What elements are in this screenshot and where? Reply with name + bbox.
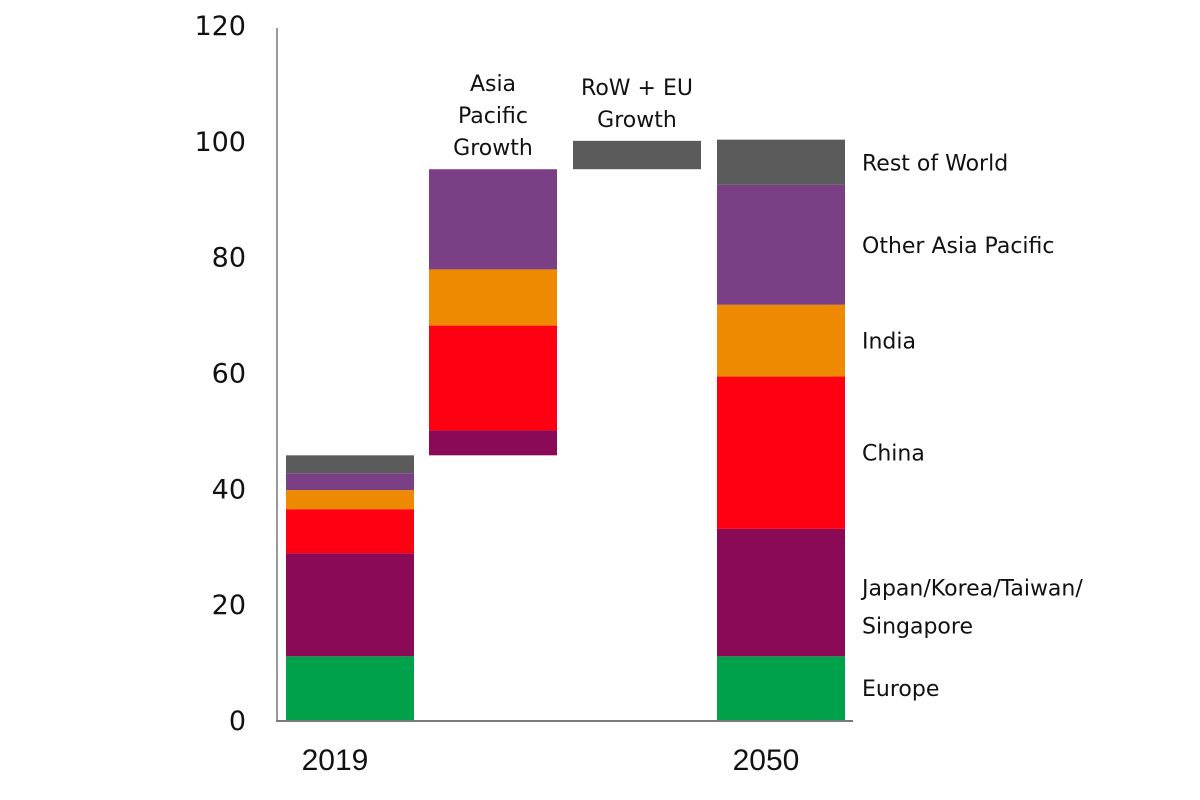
bar-segment-china-2050 (717, 376, 845, 529)
category-top-label: Growth (453, 136, 533, 161)
y-tick-label: 60 (212, 359, 246, 390)
y-tick-label: 40 (212, 474, 246, 505)
category-top-label: Pacific (458, 104, 528, 129)
y-tick-label: 20 (212, 590, 246, 621)
bar-segment-rest-of-world-2050 (717, 139, 845, 185)
legend-label-japan-korea-taiwan-singapore: Singapore (862, 615, 973, 640)
y-tick-label: 120 (194, 11, 246, 42)
bar-segment-china-2019 (286, 509, 414, 554)
bar-segment-europe-2019 (286, 656, 414, 720)
legend-label-china: China (862, 442, 925, 467)
bar-segment-rest-of-world-2019 (286, 455, 414, 474)
bar-segment-china-asia-pacific-growth (429, 325, 557, 431)
y-tick-labels: 0 20 40 60 80 100 120 (194, 11, 246, 737)
bar-segment-other-asia-pacific-asia-pacific-growth (429, 169, 557, 270)
category-top-label: RoW + EU (581, 76, 693, 101)
bar-segment-japan-korea-taiwan-singapore-asia-pacific-growth (429, 430, 557, 456)
legend-label-other-asia-pacific: Other Asia Pacific (862, 234, 1054, 259)
bar-segment-india-2050 (717, 304, 845, 377)
x-tick-labels: 2019 2050 (302, 744, 800, 777)
x-tick-label: 2050 (733, 744, 800, 777)
legend-label-india: India (862, 330, 916, 355)
category-top-labels: Asia Pacific Growth RoW + EU Growth (453, 72, 693, 161)
category-top-label: Growth (597, 108, 677, 133)
legend: Rest of World Other Asia Pacific India Chin… (860, 151, 1083, 702)
bar-segment-india-asia-pacific-growth (429, 269, 557, 326)
bar-segment-rest-of-world-row-eu-growth (573, 140, 701, 170)
y-tick-label: 0 (229, 706, 246, 737)
y-tick-label: 80 (212, 243, 246, 274)
bar-segment-other-asia-pacific-2050 (717, 184, 845, 305)
legend-label-europe: Europe (862, 677, 939, 702)
bar-segment-japan-korea-taiwan-singapore-2050 (717, 528, 845, 657)
bar-segment-europe-2050 (717, 656, 845, 720)
legend-label-japan-korea-taiwan-singapore: Japan/Korea/Taiwan/ (860, 577, 1083, 602)
category-top-label: Asia (470, 72, 516, 97)
y-tick-label: 100 (194, 127, 246, 158)
legend-label-rest-of-world: Rest of World (862, 151, 1008, 176)
bars-group (286, 139, 845, 720)
bar-segment-other-asia-pacific-2019 (286, 473, 414, 491)
bar-segment-japan-korea-taiwan-singapore-2019 (286, 553, 414, 657)
x-tick-label: 2019 (302, 744, 369, 777)
bar-segment-india-2019 (286, 490, 414, 510)
